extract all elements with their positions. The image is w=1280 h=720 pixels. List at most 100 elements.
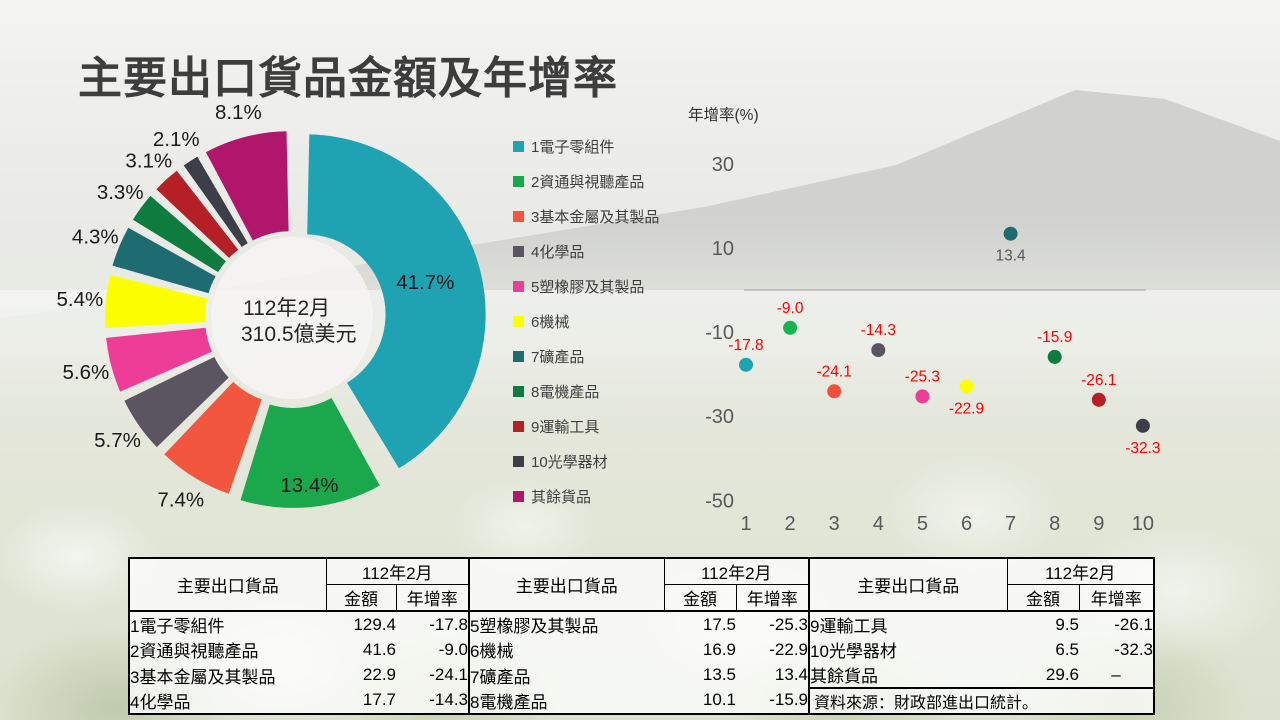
legend-label: 其餘貨品 bbox=[531, 489, 592, 506]
table-row: 4化學品 17.7 -14.3 bbox=[129, 688, 469, 714]
x-axis-tick: 3 bbox=[829, 513, 840, 535]
table-header-product: 主要出口貨品 bbox=[469, 558, 665, 612]
legend-item-3: 3基本金屬及其製品 bbox=[513, 209, 660, 226]
amount-cell: 17.5 bbox=[702, 614, 736, 634]
product-cell: 7礦產品 bbox=[470, 667, 531, 687]
legend-swatch-icon bbox=[513, 491, 524, 502]
amount-cell: 6.5 bbox=[1055, 639, 1079, 659]
legend-swatch-icon bbox=[513, 316, 524, 327]
donut-chart: 41.7% 13.4% 7.4% 5.7% 5.6% 5.4% 4.3% 3.3% 3.1%2.… bbox=[57, 101, 486, 512]
legend-label: 2資通與視聽產品 bbox=[531, 174, 645, 191]
legend-label: 6機械 bbox=[531, 314, 570, 331]
scatter-point-label: -9.0 bbox=[777, 300, 804, 317]
scatter-point-5 bbox=[915, 389, 930, 404]
amount-cell: 10.1 bbox=[702, 690, 736, 710]
legend-swatch-icon bbox=[513, 141, 524, 152]
donut-slice-3 bbox=[164, 381, 262, 494]
legend-swatch-icon bbox=[513, 176, 524, 187]
donut-slice-8 bbox=[132, 195, 226, 273]
donut-slice-4 bbox=[124, 357, 229, 448]
donut-slice-6 bbox=[104, 275, 208, 328]
donut-slice-label: 13.4% bbox=[280, 474, 338, 497]
legend-item-5: 5塑橡膠及其製品 bbox=[513, 279, 659, 296]
legend-label: 3基本金屬及其製品 bbox=[531, 209, 660, 226]
scatter-point-3 bbox=[827, 384, 842, 399]
x-axis-tick: 6 bbox=[961, 513, 972, 535]
yoy-cell: -22.9 bbox=[769, 639, 808, 659]
donut-slice-9 bbox=[156, 170, 239, 258]
scatter-point-label: -24.1 bbox=[817, 363, 852, 380]
table-header-product: 主要出口貨品 bbox=[129, 558, 327, 612]
yoy-cell: -24.1 bbox=[429, 665, 468, 685]
legend-label: 7礦產品 bbox=[531, 349, 585, 366]
donut-slice-7 bbox=[112, 227, 216, 294]
legend-swatch-icon bbox=[513, 281, 524, 292]
donut-slice-5 bbox=[106, 327, 212, 392]
amount-cell: 29.6 bbox=[1045, 664, 1079, 684]
scatter-point-9 bbox=[1091, 392, 1106, 407]
table-row: 3基本金屬及其製品 22.9 -24.1 bbox=[129, 662, 469, 687]
product-cell: 3基本金屬及其製品 bbox=[130, 667, 276, 687]
y-axis-tick: -10 bbox=[705, 322, 734, 344]
scatter-point-label: 13.4 bbox=[996, 248, 1027, 265]
x-axis-tick: 5 bbox=[917, 513, 928, 535]
x-axis-tick: 9 bbox=[1093, 513, 1104, 535]
legend-swatch-icon bbox=[513, 421, 524, 432]
scatter-point-label: -25.3 bbox=[905, 368, 940, 385]
scatter-point-label: -15.9 bbox=[1037, 329, 1072, 346]
legend-swatch-icon bbox=[513, 246, 524, 257]
legend-item-7: 7礦產品 bbox=[513, 349, 659, 366]
table-header-period: 112年2月 bbox=[326, 558, 469, 585]
table-header-amount: 金額 bbox=[1007, 584, 1080, 612]
amount-cell: 16.9 bbox=[702, 639, 736, 659]
y-axis-tick: -30 bbox=[705, 406, 734, 428]
scatter-point-2 bbox=[783, 320, 798, 335]
yoy-cell: -17.8 bbox=[429, 614, 468, 634]
scatter-point-7 bbox=[1003, 226, 1018, 241]
legend-label: 8電機產品 bbox=[531, 384, 600, 401]
legend-item-11: 其餘貨品 bbox=[513, 489, 659, 506]
scatter-point-1 bbox=[739, 357, 753, 372]
amount-cell: 41.6 bbox=[362, 639, 396, 659]
yoy-cell: 13.4 bbox=[774, 665, 808, 685]
product-cell: 4化學品 bbox=[130, 692, 191, 712]
legend-item-9: 9運輸工具 bbox=[513, 419, 659, 436]
scatter-point-8 bbox=[1047, 349, 1062, 364]
scatter-point-6 bbox=[959, 379, 974, 394]
yoy-cell: -15.9 bbox=[769, 690, 808, 710]
y-axis-tick: 10 bbox=[712, 238, 734, 260]
x-axis-tick: 8 bbox=[1049, 513, 1060, 535]
x-axis-tick: 4 bbox=[873, 513, 884, 535]
donut-hole bbox=[211, 237, 373, 399]
legend-item-6: 6機械 bbox=[513, 314, 659, 331]
table-header-yoy: 年增率 bbox=[396, 584, 469, 612]
product-cell: 6機械 bbox=[470, 642, 514, 662]
scatter-point-label: -14.3 bbox=[861, 322, 896, 339]
table-header-yoy: 年增率 bbox=[736, 584, 809, 612]
donut-slice-label: 41.7% bbox=[396, 271, 454, 294]
table-row: 7礦產品 13.5 13.4 bbox=[469, 662, 809, 687]
table-header-amount: 金額 bbox=[326, 584, 397, 612]
product-cell: 1電子零組件 bbox=[130, 617, 225, 637]
donut-slice-label: 3.1% bbox=[125, 149, 172, 172]
product-cell: 10光學器材 bbox=[810, 642, 897, 661]
product-cell: 5塑橡膠及其製品 bbox=[470, 617, 599, 637]
scatter-point-label: -32.3 bbox=[1125, 440, 1160, 457]
donut-slice-label: 5.4% bbox=[57, 288, 104, 311]
table-header-amount: 金額 bbox=[664, 584, 737, 612]
y-axis-tick: -50 bbox=[705, 490, 734, 512]
page-title: 主要出口貨品金額及年增率 bbox=[78, 54, 618, 103]
legend-label: 4化學品 bbox=[531, 244, 585, 261]
legend-item-8: 8電機產品 bbox=[513, 384, 659, 401]
yoy-cell: -26.1 bbox=[1114, 614, 1153, 634]
legend-label: 5塑橡膠及其製品 bbox=[531, 279, 645, 296]
yoy-cell: -32.3 bbox=[1114, 639, 1153, 659]
donut-slice-label: 5.6% bbox=[63, 361, 110, 384]
export-tables: 主要出口貨品 112年2月 金額 年增率 1電子零組件 129.4 -17.8 2資通… bbox=[128, 557, 1155, 715]
donut-slice-10 bbox=[183, 156, 248, 247]
legend-swatch-icon bbox=[513, 211, 524, 222]
table-row: 其餘貨品 29.6 – bbox=[809, 662, 1154, 688]
table-header-yoy: 年增率 bbox=[1079, 584, 1154, 612]
source-note: 資料來源：財政部進出口統計。 bbox=[809, 687, 1154, 714]
